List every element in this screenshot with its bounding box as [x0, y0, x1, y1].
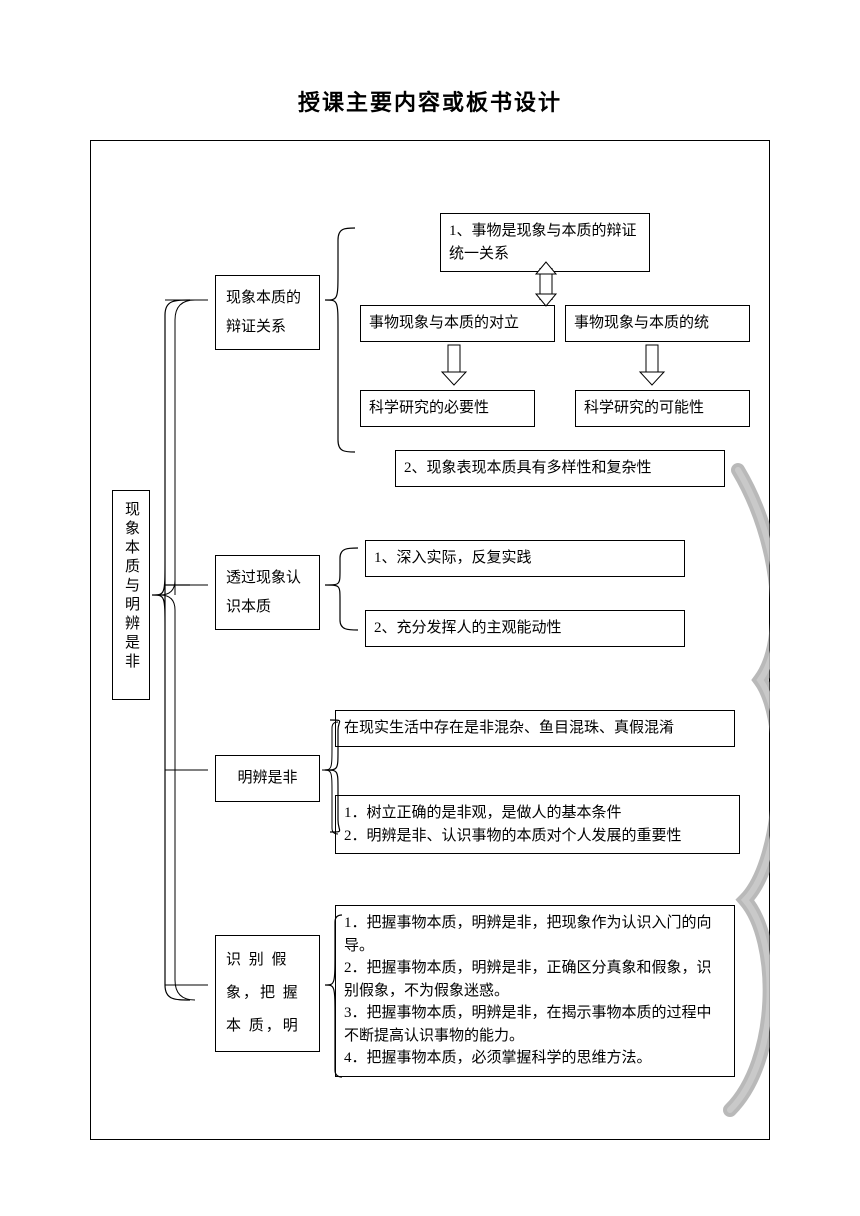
root-box: 现象本质与明辨是非: [112, 490, 150, 700]
s1-left-b: 科学研究的必要性: [360, 390, 535, 427]
s3-item1: 在现实生活中存在是非混杂、鱼目混珠、真假混淆: [335, 710, 735, 747]
s2-item2: 2、充分发挥人的主观能动性: [365, 610, 685, 647]
s3-item2: 1．树立正确的是非观，是做人的基本条件 2．明辨是非、认识事物的本质对个人发展的…: [335, 795, 740, 854]
s4-item1: 1．把握事物本质，明辨是非，把现象作为认识入门的向导。 2．把握事物本质，明辨是…: [335, 905, 735, 1077]
s1-label-text: 现象本质的辩证关系: [226, 290, 301, 335]
s1-right-a: 事物现象与本质的统: [565, 305, 750, 342]
s1-right-b: 科学研究的可能性: [575, 390, 750, 427]
s1-left-a: 事物现象与本质的对立: [360, 305, 555, 342]
s4-label: 识 别 假象，把 握本 质，明: [215, 935, 320, 1052]
s3-label: 明辨是非: [215, 755, 320, 802]
s2-item1: 1、深入实际，反复实践: [365, 540, 685, 577]
s1-bottom: 2、现象表现本质具有多样性和复杂性: [395, 450, 725, 487]
s4-label-text: 识 别 假象，把 握本 质，明: [226, 952, 300, 1034]
page-title: 授课主要内容或板书设计: [0, 85, 860, 117]
s1-label: 现象本质的辩证关系: [215, 275, 320, 350]
s2-label-text: 透过现象认识本质: [226, 570, 301, 615]
s3-label-text: 明辨是非: [237, 770, 297, 786]
s2-label: 透过现象认识本质: [215, 555, 320, 630]
s1-top: 1、事物是现象与本质的辩证统一关系: [440, 213, 650, 272]
